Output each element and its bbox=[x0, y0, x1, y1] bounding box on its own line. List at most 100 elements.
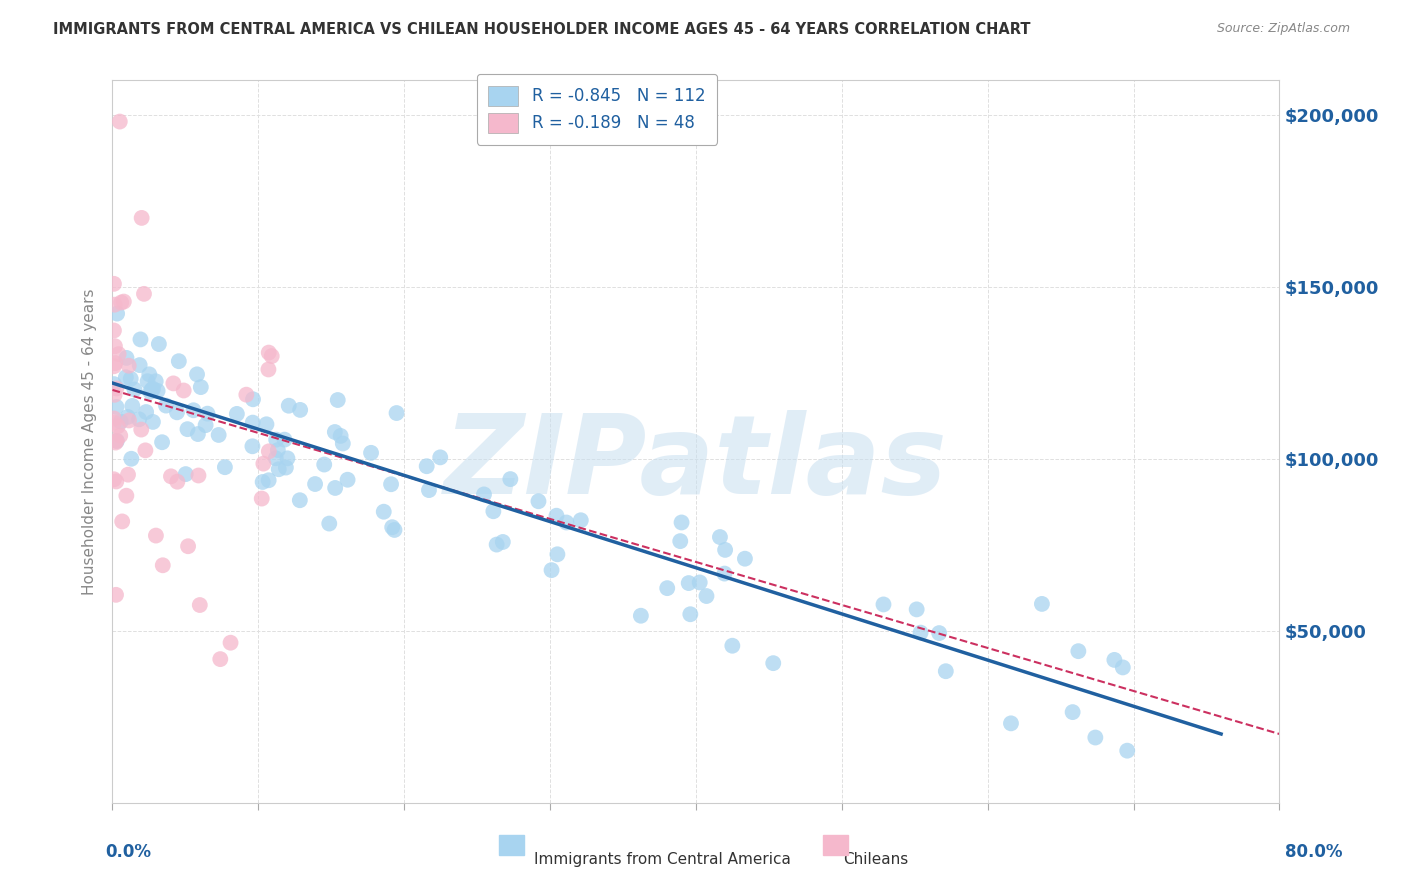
Point bbox=[264, 451, 287, 466]
Point bbox=[721, 639, 744, 653]
Point bbox=[115, 370, 138, 384]
Point bbox=[110, 428, 132, 442]
Point bbox=[329, 429, 352, 443]
Point bbox=[288, 493, 311, 508]
Point bbox=[323, 425, 346, 439]
Point bbox=[120, 372, 142, 386]
Point bbox=[630, 608, 652, 623]
Point bbox=[713, 566, 735, 581]
Point bbox=[177, 539, 200, 553]
Point bbox=[105, 307, 128, 321]
Point bbox=[138, 368, 160, 382]
Point bbox=[910, 625, 932, 640]
Point bbox=[187, 427, 209, 442]
Point bbox=[183, 403, 205, 417]
Point bbox=[128, 412, 150, 426]
Point bbox=[152, 558, 174, 573]
Point bbox=[103, 377, 125, 392]
Point bbox=[1116, 744, 1139, 758]
Point bbox=[689, 575, 711, 590]
Point bbox=[142, 415, 165, 429]
Point bbox=[928, 626, 950, 640]
Point bbox=[103, 359, 125, 374]
Point bbox=[105, 400, 128, 414]
Point bbox=[1067, 644, 1090, 658]
Point bbox=[117, 467, 139, 482]
Point bbox=[110, 415, 132, 429]
Point bbox=[323, 481, 346, 495]
Point bbox=[264, 433, 287, 447]
Point bbox=[141, 383, 163, 397]
Point bbox=[267, 443, 290, 458]
Point bbox=[103, 411, 125, 425]
Point bbox=[482, 504, 505, 518]
Point bbox=[242, 392, 264, 407]
Point bbox=[734, 551, 756, 566]
Point bbox=[304, 477, 326, 491]
Point bbox=[145, 374, 167, 388]
Point bbox=[186, 368, 208, 382]
Text: 0.0%: 0.0% bbox=[105, 843, 152, 861]
Point bbox=[242, 439, 264, 453]
Point bbox=[1084, 731, 1107, 745]
Point bbox=[546, 547, 568, 561]
Point bbox=[131, 211, 153, 225]
Point bbox=[242, 416, 264, 430]
Point bbox=[104, 435, 127, 450]
Text: ZIPatlas: ZIPatlas bbox=[444, 409, 948, 516]
Point bbox=[905, 602, 928, 616]
Point bbox=[679, 607, 702, 622]
Point bbox=[160, 469, 183, 483]
Point bbox=[174, 467, 197, 482]
Point bbox=[103, 388, 125, 402]
Point bbox=[136, 374, 159, 388]
Point bbox=[373, 505, 395, 519]
Text: Chileans: Chileans bbox=[844, 852, 908, 867]
Point bbox=[380, 477, 402, 491]
Point bbox=[257, 362, 280, 376]
Point bbox=[318, 516, 340, 531]
Point bbox=[332, 436, 354, 450]
Point bbox=[250, 491, 273, 506]
Point bbox=[714, 542, 737, 557]
Point bbox=[219, 636, 242, 650]
Point bbox=[314, 458, 336, 472]
Point bbox=[194, 418, 217, 433]
Point bbox=[142, 382, 165, 396]
Point bbox=[485, 538, 508, 552]
Point bbox=[418, 483, 440, 497]
Point bbox=[360, 446, 382, 460]
Point bbox=[657, 581, 679, 595]
Text: 80.0%: 80.0% bbox=[1285, 843, 1343, 861]
Y-axis label: Householder Income Ages 45 - 64 years: Householder Income Ages 45 - 64 years bbox=[82, 288, 97, 595]
Point bbox=[112, 294, 135, 309]
Point bbox=[139, 384, 162, 399]
Point bbox=[118, 413, 141, 427]
Point bbox=[257, 473, 280, 487]
Point bbox=[257, 345, 280, 359]
Point bbox=[208, 428, 231, 442]
Point bbox=[135, 405, 157, 419]
Point bbox=[129, 423, 152, 437]
Point bbox=[104, 356, 127, 370]
Point bbox=[173, 384, 195, 398]
Point bbox=[120, 451, 142, 466]
Point bbox=[134, 443, 156, 458]
Point bbox=[128, 358, 150, 372]
Point bbox=[214, 460, 236, 475]
Point bbox=[1104, 653, 1126, 667]
Point bbox=[166, 405, 188, 419]
Point bbox=[209, 652, 232, 666]
Point bbox=[569, 513, 592, 527]
Point bbox=[429, 450, 451, 465]
Point bbox=[381, 520, 404, 534]
Text: Immigrants from Central America: Immigrants from Central America bbox=[534, 852, 792, 867]
Text: IMMIGRANTS FROM CENTRAL AMERICA VS CHILEAN HOUSEHOLDER INCOME AGES 45 - 64 YEARS: IMMIGRANTS FROM CENTRAL AMERICA VS CHILE… bbox=[53, 22, 1031, 37]
Point bbox=[235, 387, 257, 401]
Point bbox=[276, 451, 298, 466]
Point bbox=[288, 403, 311, 417]
Point bbox=[104, 298, 127, 312]
Point bbox=[117, 409, 139, 424]
Point bbox=[110, 295, 132, 310]
Text: Source: ZipAtlas.com: Source: ZipAtlas.com bbox=[1216, 22, 1350, 36]
